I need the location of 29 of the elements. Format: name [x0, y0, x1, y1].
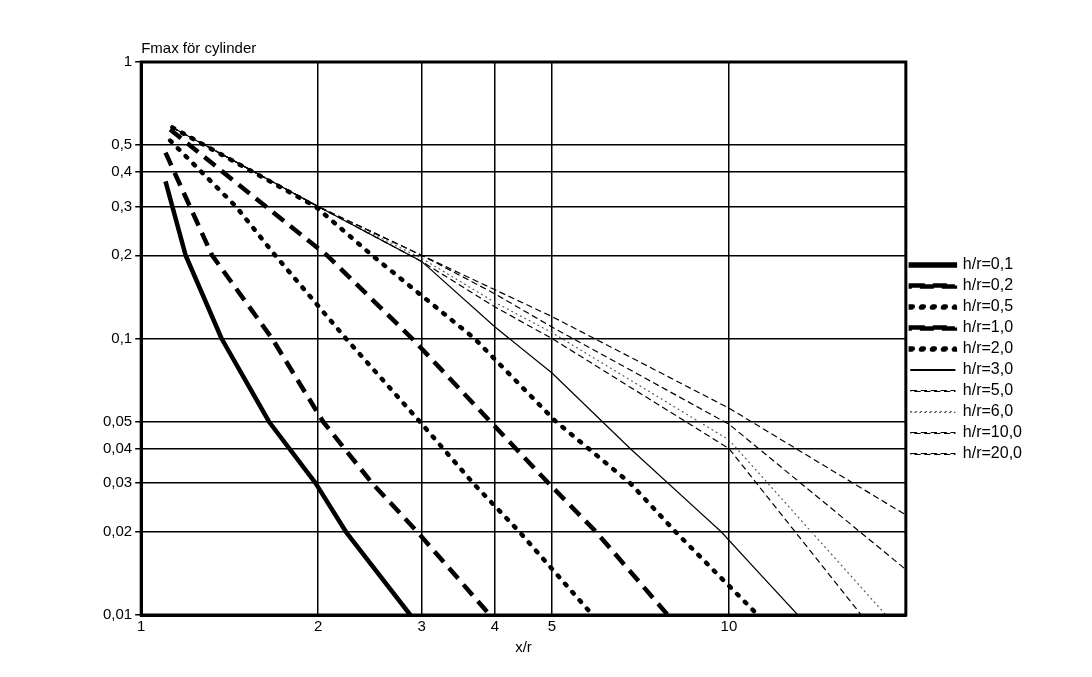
legend-label: h/r=0,2	[962, 276, 1014, 294]
legend-label: h/r=0,1	[962, 255, 1014, 273]
y-tick-label: 0,5	[111, 135, 133, 153]
y-tick-label: 0,4	[111, 162, 133, 180]
x-tick-label: 2	[313, 617, 323, 635]
x-tick-label: 5	[547, 617, 557, 635]
legend-label: h/r=5,0	[962, 381, 1014, 399]
y-tick-label: 0,1	[111, 328, 133, 346]
legend-label: h/r=2,0	[962, 339, 1014, 357]
y-tick-label: 0,04	[102, 438, 133, 456]
legend-label: h/r=10,0	[962, 423, 1023, 441]
y-tick-label: 1	[123, 52, 133, 70]
y-tick-label: 0,05	[102, 411, 133, 429]
y-tick-label: 0,03	[102, 473, 133, 491]
x-tick-label: 10	[720, 617, 738, 635]
legend-label: h/r=20,0	[962, 444, 1023, 462]
legend-label: h/r=1,0	[962, 318, 1014, 336]
legend-label: h/r=3,0	[962, 360, 1014, 378]
legend-label: h/r=0,5	[962, 297, 1014, 315]
x-tick-label: 3	[417, 617, 426, 635]
y-tick-label: 0,02	[102, 521, 133, 539]
y-tick-label: 0,3	[111, 196, 133, 214]
x-tick-label: 1	[137, 617, 146, 635]
y-axis-title: Fmax för cylinder	[141, 38, 257, 56]
y-tick-label: 0,2	[111, 245, 133, 263]
x-tick-label: 4	[490, 617, 500, 635]
legend-label: h/r=6,0	[962, 402, 1014, 420]
y-tick-label: 0,01	[102, 605, 133, 623]
x-axis-title: x/r	[515, 638, 532, 656]
